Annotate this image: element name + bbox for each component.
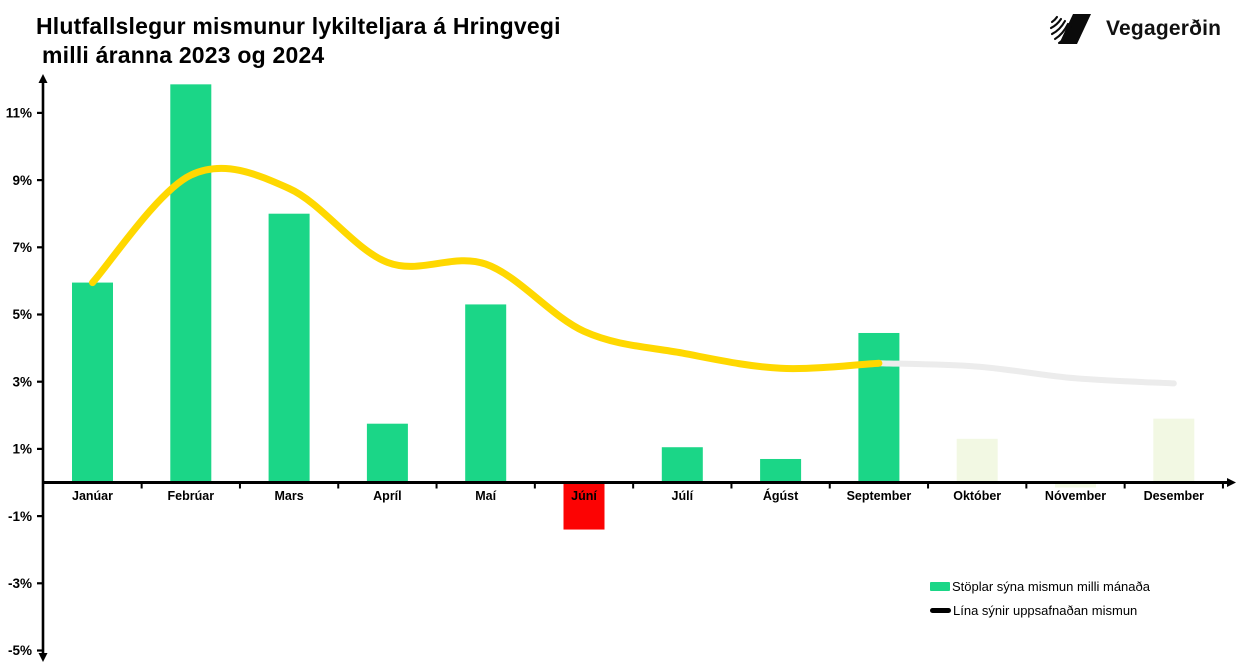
x-label-ágúst: Ágúst [763,488,799,503]
y-tick-label: -1% [8,509,32,524]
bar-október [956,438,998,483]
bar-janúar [72,282,113,483]
legend-item-bars: Stöplar sýna mismun milli mánaða [930,579,1150,594]
y-tick-label: -3% [8,576,32,591]
x-label-nóvember: Nóvember [1045,489,1106,503]
x-label-mars: Mars [275,489,304,503]
y-axis-arrow-up [38,74,48,83]
legend-item-line: Lína sýnir uppsafnaðan mismun [930,603,1150,618]
page-title: Hlutfallslegur mismunur lykilteljara á H… [36,12,561,70]
x-label-september: September [847,489,912,503]
x-axis-arrow-right [1227,478,1236,487]
vegagerdin-logo: Vegagerðin [1048,13,1221,45]
legend-bar-swatch [930,582,950,591]
y-tick-label: 9% [12,173,32,188]
x-label-febrúar: Febrúar [168,489,215,503]
bar-júlí [661,447,703,483]
bar-nóvember [1055,482,1096,488]
page-title-line1: Hlutfallslegur mismunur lykilteljara á H… [36,13,561,39]
y-tick-label: 11% [6,106,32,121]
y-tick-label: 7% [12,240,32,255]
bar-febrúar [170,84,212,483]
bar-september [858,332,900,483]
page-title-line2: milli áranna 2023 og 2024 [42,42,325,68]
bar-maí [465,304,507,483]
vegagerdin-logo-text: Vegagerðin [1106,17,1222,40]
bar-ágúst [760,458,802,483]
bar-júní [563,482,605,530]
chart-legend: Stöplar sýna mismun milli mánaða Lína sý… [930,579,1150,618]
y-axis-arrow-down [38,653,48,662]
x-label-maí: Maí [475,489,496,503]
y-tick-label: 3% [12,374,32,389]
vegagerdin-logo-icon [1049,14,1091,45]
cumulative-line-projected [875,360,1177,387]
x-label-desember: Desember [1144,489,1205,503]
legend-line-label: Lína sýnir uppsafnaðan mismun [953,603,1138,618]
legend-bars-label: Stöplar sýna mismun milli mánaða [952,579,1150,594]
bar-mars [268,213,310,483]
legend-line-swatch [930,608,951,613]
y-tick-label: -5% [8,643,32,658]
bar-desember [1153,418,1195,483]
x-label-júlí: Júlí [672,489,694,503]
y-tick-label: 1% [12,442,32,457]
x-label-apríl: Apríl [373,489,401,503]
cumulative-line-actual [89,164,883,373]
x-label-október: Október [953,489,1001,503]
bar-apríl [366,423,408,483]
y-tick-label: 5% [12,307,32,322]
x-label-janúar: Janúar [72,489,113,503]
x-label-júní: Júní [571,489,597,503]
